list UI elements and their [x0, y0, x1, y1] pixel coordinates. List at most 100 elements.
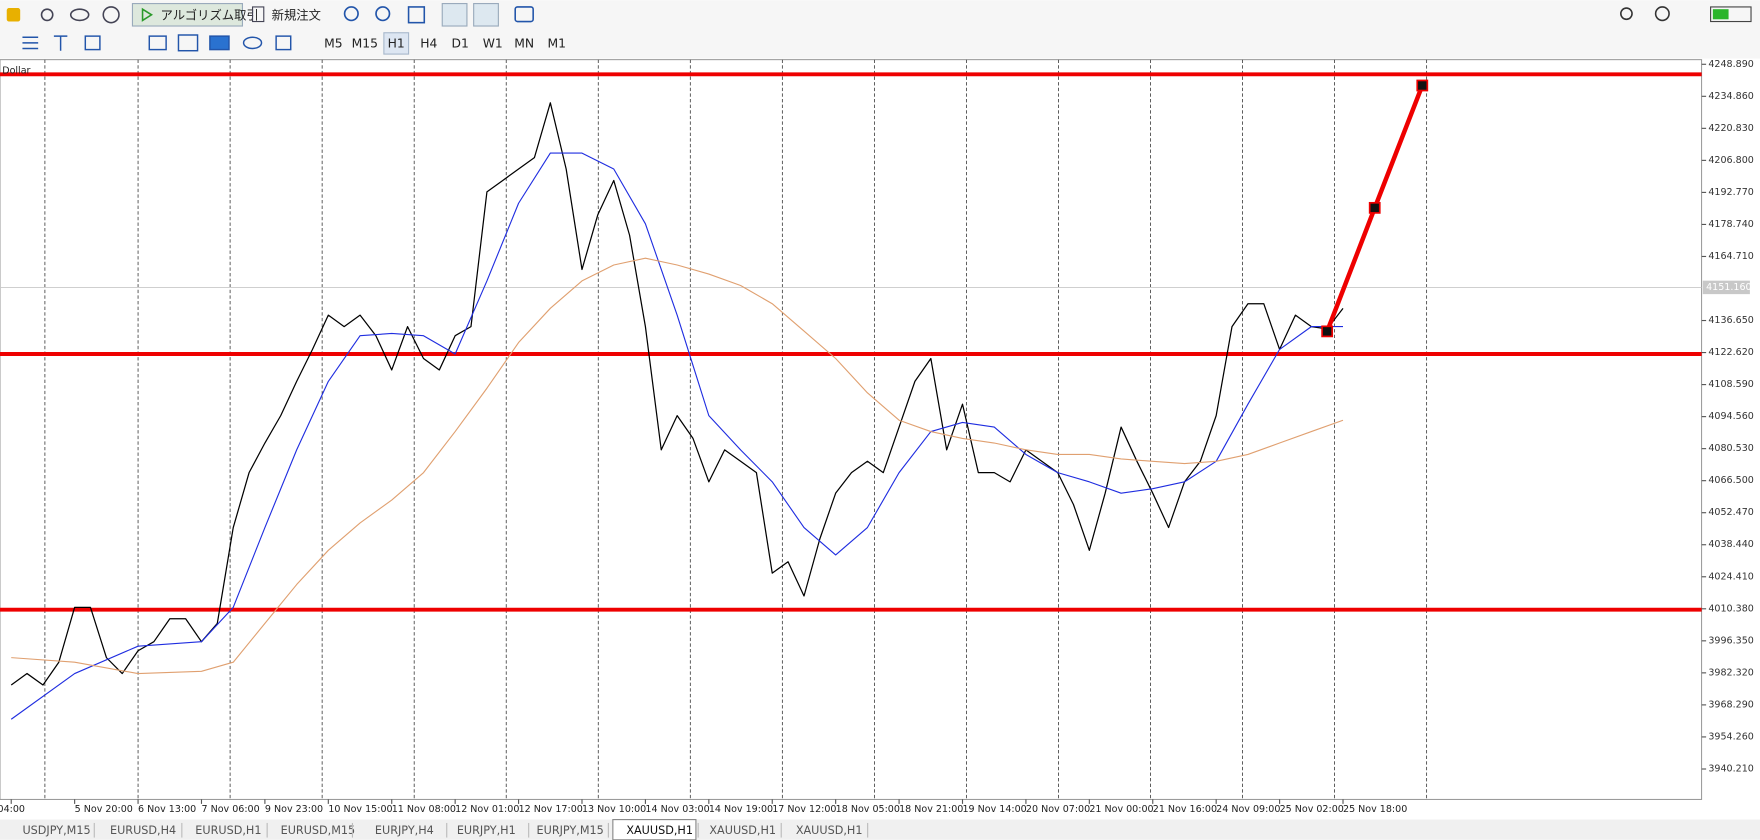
- new-order-label[interactable]: 新規注文: [272, 7, 321, 22]
- x-tick-label: 17 Nov 12:00: [772, 804, 836, 815]
- x-tick-label: 21 Nov 00:00: [1089, 804, 1153, 815]
- x-tick-label: 21 Nov 16:00: [1153, 804, 1217, 815]
- x-tick-label: 20 Nov 07:00: [1026, 804, 1090, 815]
- timeframe-button[interactable]: M1: [547, 36, 565, 50]
- projection-point[interactable]: [1416, 79, 1429, 92]
- tab[interactable]: EURUSD,H1: [195, 824, 261, 837]
- tool[interactable]: [242, 36, 263, 50]
- moving-average: [11, 257, 1344, 675]
- y-tick-label: 3996.350: [1708, 635, 1753, 646]
- tab[interactable]: XAUUSD,H1: [709, 824, 776, 837]
- tab[interactable]: EURJPY,H1: [457, 824, 516, 837]
- y-tick-label: 4234.860: [1708, 91, 1753, 102]
- signal-icon[interactable]: [40, 8, 54, 22]
- last-price-box: [1702, 280, 1750, 295]
- y-tick-label: 4164.710: [1708, 251, 1753, 262]
- tab[interactable]: EURUSD,H4: [110, 824, 176, 837]
- play-icon: [141, 7, 154, 22]
- y-tick-label: 4206.800: [1708, 155, 1753, 166]
- cloud-icon[interactable]: [69, 8, 90, 22]
- y-tick-label: 4192.770: [1708, 187, 1753, 198]
- y-tick-label: 4066.500: [1708, 475, 1753, 486]
- timeframe-active: [383, 32, 410, 55]
- y-tick-label: 4024.410: [1708, 571, 1753, 582]
- y-tick-label: 4220.830: [1708, 123, 1753, 134]
- y-tick-label: 3982.320: [1708, 667, 1753, 678]
- symbol-label: Dollar: [2, 65, 30, 76]
- tool[interactable]: [177, 34, 199, 52]
- projection-point[interactable]: [1321, 325, 1334, 338]
- price-line: [10, 102, 1344, 686]
- tile-windows[interactable]: [407, 6, 426, 24]
- timeframe-button[interactable]: M5: [324, 36, 342, 50]
- moving-average: [10, 152, 1344, 720]
- algo-trading-button[interactable]: [131, 3, 244, 27]
- y-tick-label: 3940.210: [1708, 764, 1753, 775]
- timeframe-bar: M5 M15 H1 H4 D1 W1 MN M1: [324, 32, 566, 55]
- x-tick-label: 5 Nov 20:00: [75, 804, 133, 815]
- x-tick-label: 18 Nov 21:00: [899, 804, 963, 815]
- y-tick-label: 4010.380: [1708, 603, 1753, 614]
- x-tick-label: 12 Nov 17:00: [519, 804, 583, 815]
- timeframe-button[interactable]: M15: [352, 36, 378, 50]
- x-tick-label: 9 Nov 23:00: [265, 804, 323, 815]
- tool[interactable]: [53, 35, 68, 51]
- x-tick-label: 12 Nov 01:00: [455, 804, 519, 815]
- x-tick-label: 04:00: [0, 804, 25, 815]
- x-tick-label: 25 Nov 18:00: [1343, 804, 1407, 815]
- y-tick-label: 4052.470: [1708, 507, 1753, 518]
- tab[interactable]: USDJPY,M15: [22, 824, 90, 837]
- account[interactable]: [1654, 6, 1670, 22]
- projection-point[interactable]: [1368, 201, 1381, 214]
- tool[interactable]: [275, 35, 292, 51]
- timeframe-button[interactable]: W1: [483, 36, 503, 50]
- zoom-in[interactable]: [343, 6, 359, 22]
- x-tick-label: 25 Nov 02:00: [1280, 804, 1344, 815]
- tab[interactable]: EURJPY,H4: [375, 824, 434, 837]
- x-tick-label: 13 Nov 10:00: [582, 804, 646, 815]
- y-tick-label: 3968.290: [1708, 699, 1753, 710]
- timeframe-button[interactable]: D1: [452, 36, 469, 50]
- y-tick-label: 4108.590: [1708, 379, 1753, 390]
- zoom-out[interactable]: [375, 6, 391, 22]
- auto-scroll[interactable]: [473, 3, 499, 27]
- x-tick-label: 14 Nov 19:00: [709, 804, 773, 815]
- tab[interactable]: XAUUSD,H1: [796, 824, 863, 837]
- y-tick-label: 4080.530: [1708, 443, 1753, 454]
- tab[interactable]: EURUSD,M15: [281, 824, 356, 837]
- x-tick-label: 10 Nov 15:00: [328, 804, 392, 815]
- screenshot[interactable]: [514, 6, 534, 23]
- tool[interactable]: [84, 35, 101, 51]
- x-tick-label: 24 Nov 09:00: [1216, 804, 1280, 815]
- y-tick-label: 4038.440: [1708, 539, 1753, 550]
- tab[interactable]: XAUUSD,H1: [626, 824, 693, 837]
- timeframe-button[interactable]: H1: [388, 36, 405, 50]
- plot-area: 4248.890 4234.860 4220.830 4206.800 4192.770…: [0, 59, 1754, 815]
- search[interactable]: [1620, 7, 1633, 21]
- x-tick-label: 7 Nov 06:00: [201, 804, 259, 815]
- plot-frame: [0, 59, 1703, 800]
- toolbar: [0, 0, 1760, 30]
- timeframe-button[interactable]: MN: [514, 36, 534, 50]
- tabs: USDJPY,M15 EURUSD,H4 EURUSD,H1 EURUSD,M15 EU…: [22, 819, 869, 840]
- y-tick-label: 4136.650: [1708, 315, 1753, 326]
- drawing-toolbar: [0, 29, 1760, 59]
- chart-shift[interactable]: [441, 3, 468, 27]
- timeframe-button[interactable]: H4: [420, 36, 437, 50]
- algo-trading-label: アルゴリズム取引: [161, 7, 259, 22]
- tab[interactable]: EURJPY,M15: [537, 824, 604, 837]
- tool[interactable]: [209, 35, 230, 51]
- vps-icon[interactable]: [102, 6, 120, 24]
- y-tick-label: 4094.560: [1708, 411, 1753, 422]
- battery-level: [1712, 9, 1729, 20]
- tool[interactable]: [148, 35, 167, 51]
- y-tick-label: 3954.260: [1708, 731, 1753, 742]
- last-price-label: 4151.160: [1706, 282, 1751, 293]
- x-tick-label: 6 Nov 13:00: [138, 804, 196, 815]
- new-order-icon[interactable]: [251, 6, 265, 23]
- x-tick-label: 14 Nov 03:00: [645, 804, 709, 815]
- lock-icon[interactable]: [6, 8, 21, 22]
- x-tick-label: 11 Nov 08:00: [392, 804, 456, 815]
- y-tick-label: 4122.620: [1708, 347, 1753, 358]
